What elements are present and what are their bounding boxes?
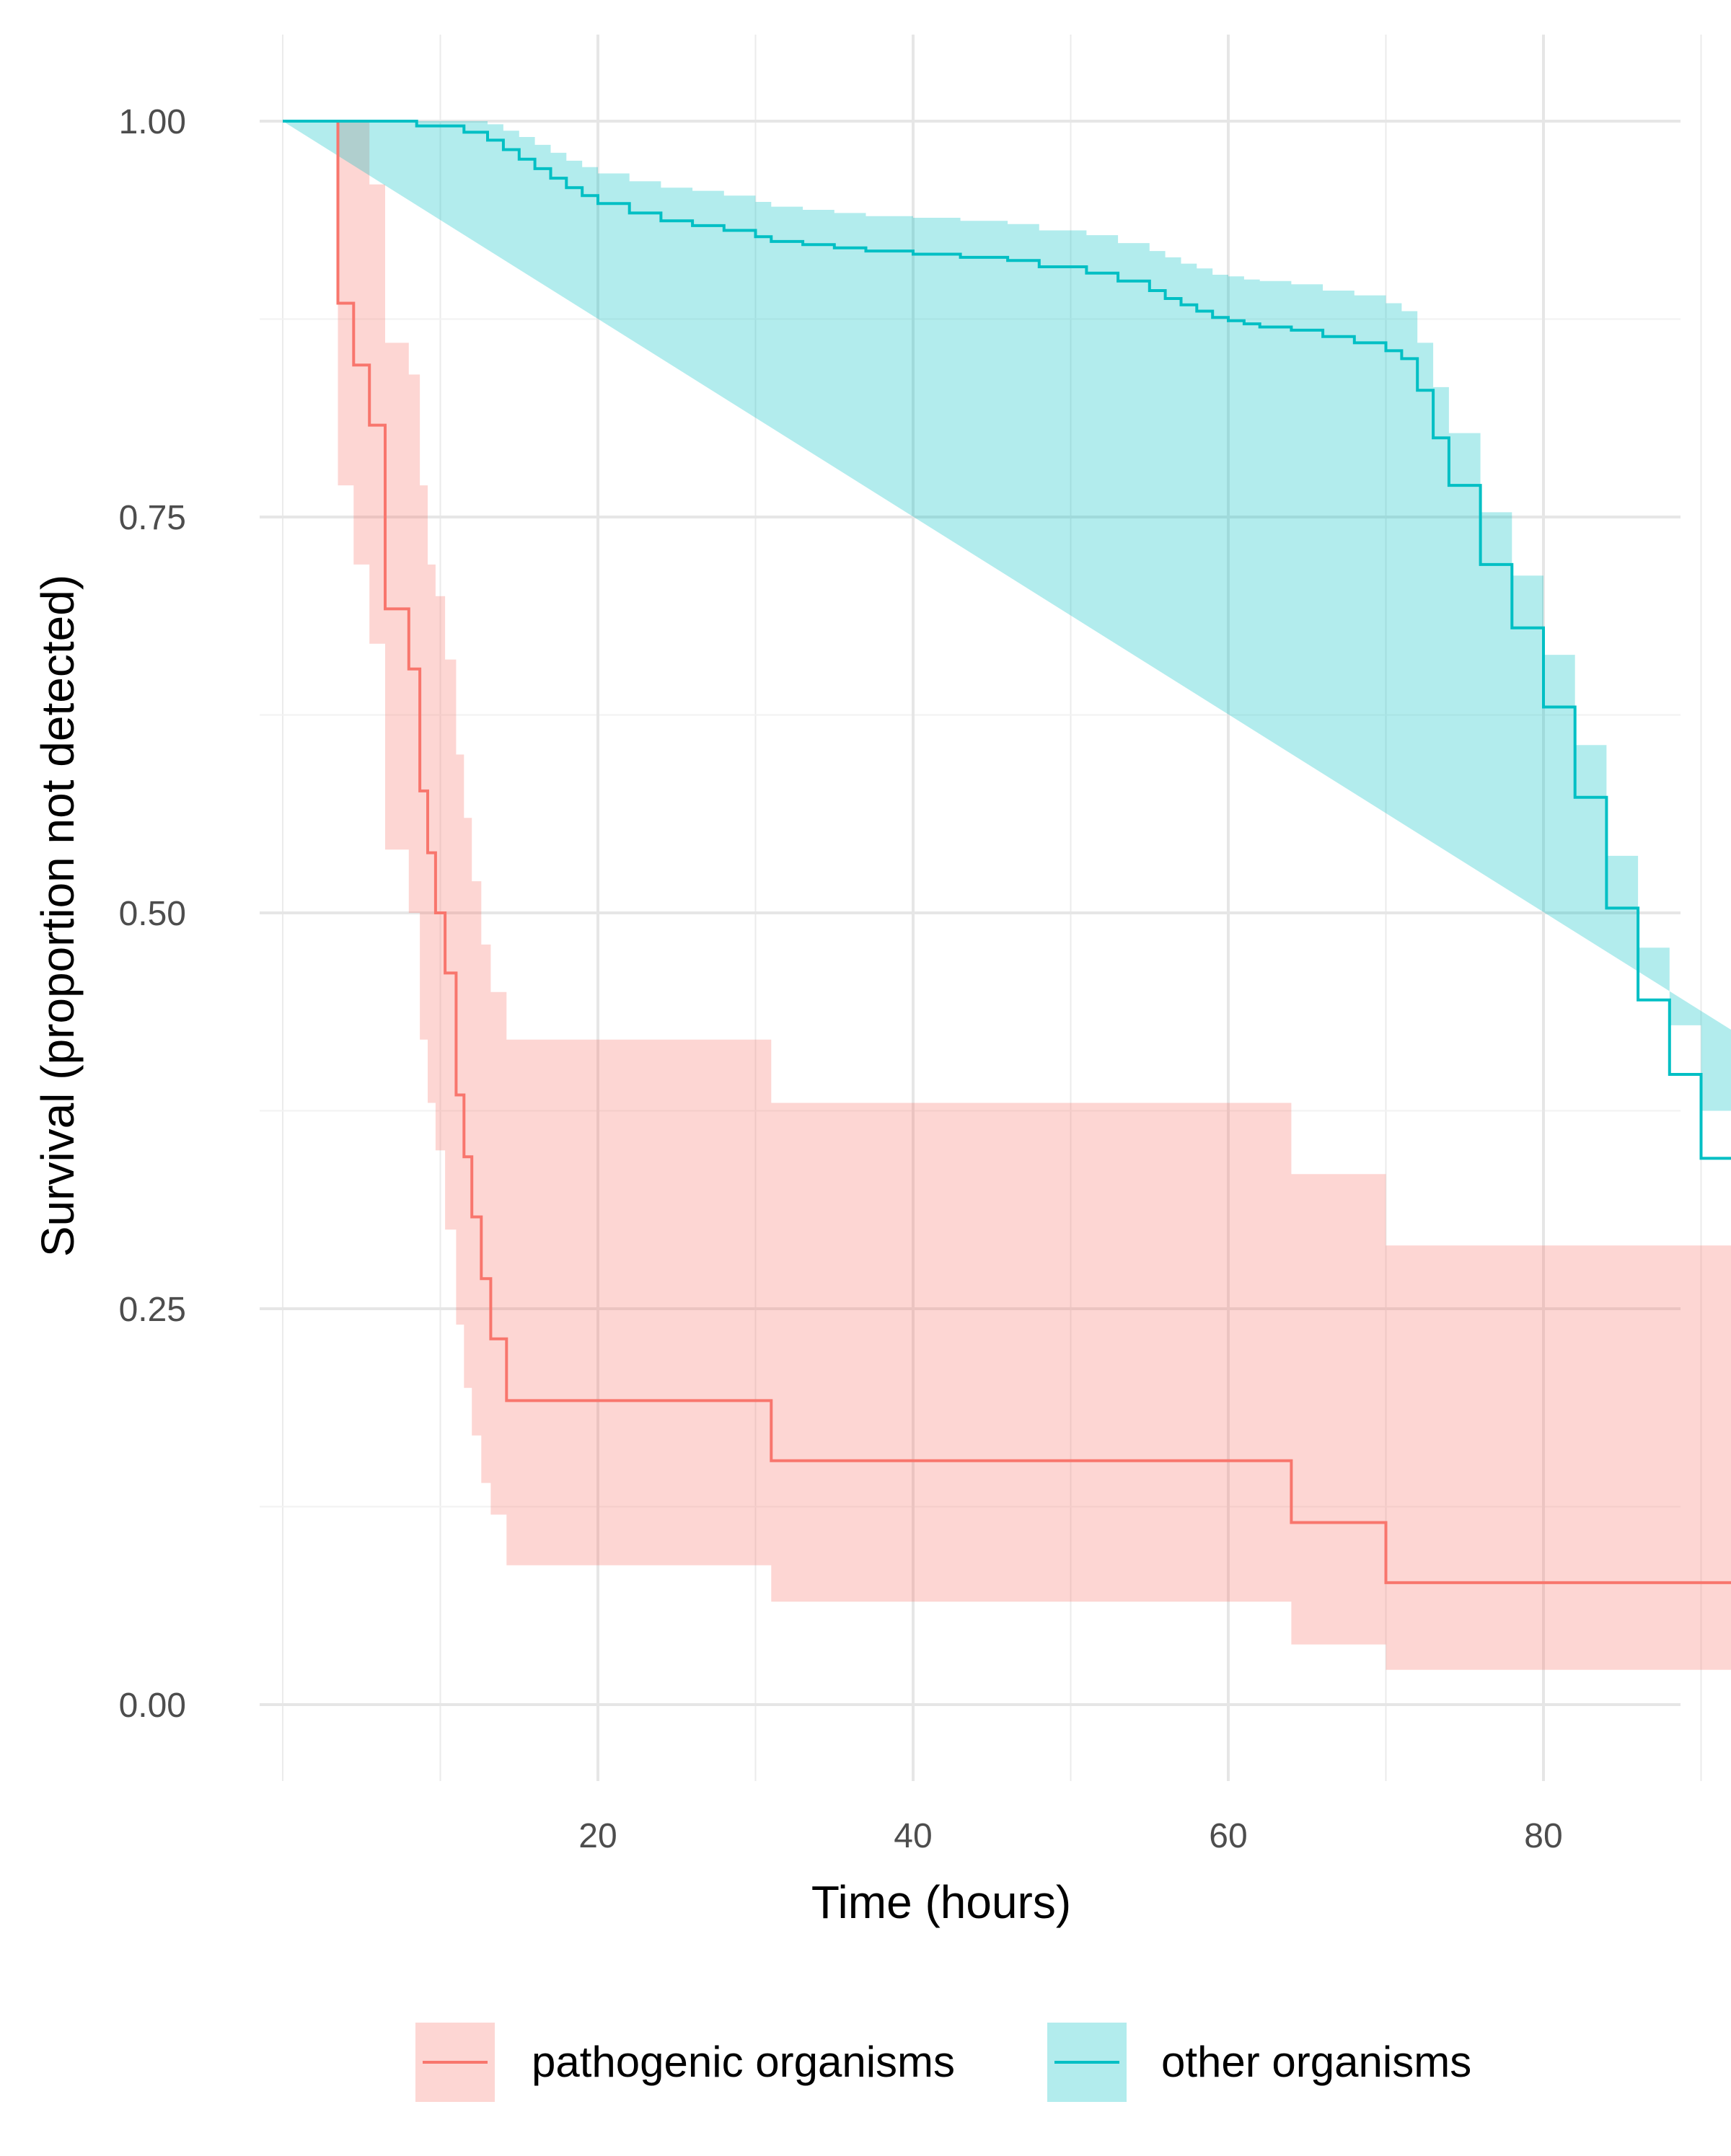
y-tick-label: 0.00 xyxy=(119,1687,186,1725)
x-axis-title: Time (hours) xyxy=(811,1876,1071,1928)
y-tick-label: 0.75 xyxy=(119,499,186,537)
other-survival-line xyxy=(283,120,1731,1160)
x-tick-label: 60 xyxy=(1209,1817,1247,1855)
minor-gridlines xyxy=(260,35,1702,1781)
major-gridlines xyxy=(260,35,1681,1781)
y-axis-ticks: 0.00 0.25 0.50 0.75 1.00 xyxy=(119,103,186,1725)
pathogenic-confidence-band xyxy=(283,121,1731,1670)
legend-label-other: other organisms xyxy=(1161,2038,1471,2086)
y-tick-label: 0.50 xyxy=(119,895,186,933)
pathogenic-survival-line xyxy=(283,120,1731,1584)
confidence-bands xyxy=(283,121,1731,1670)
y-tick-label: 1.00 xyxy=(119,103,186,141)
other-confidence-band xyxy=(283,121,1731,1111)
x-tick-label: 80 xyxy=(1524,1817,1562,1855)
x-axis-ticks: 20406080100120140160 xyxy=(578,1817,1562,1855)
legend-item-pathogenic: pathogenic organisms xyxy=(415,2023,955,2102)
x-tick-label: 40 xyxy=(894,1817,932,1855)
legend-label-pathogenic: pathogenic organisms xyxy=(532,2038,955,2086)
survival-lines xyxy=(283,120,1731,1584)
legend: pathogenic organisms other organisms xyxy=(415,2023,1471,2102)
y-axis-title: Survival (proportion not detected) xyxy=(32,575,84,1257)
x-tick-label: 20 xyxy=(578,1817,617,1855)
legend-item-other: other organisms xyxy=(1047,2023,1471,2102)
y-tick-label: 0.25 xyxy=(119,1291,186,1329)
